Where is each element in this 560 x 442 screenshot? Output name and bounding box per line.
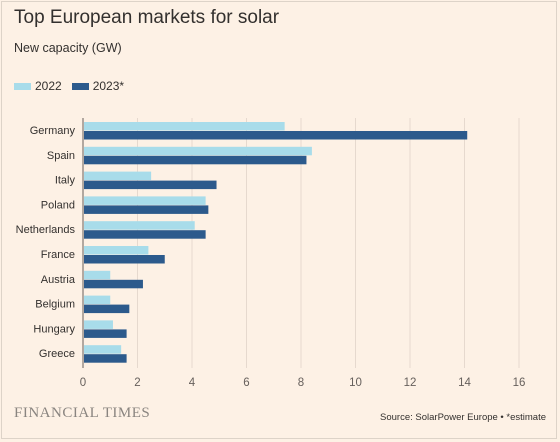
bar-2023 (84, 230, 206, 239)
legend-label-2022: 2022 (35, 79, 62, 93)
x-tick-label: 16 (513, 377, 526, 389)
bar-2023 (84, 205, 209, 214)
legend-item-2022: 2022 (14, 79, 62, 93)
legend-label-2023: 2023* (92, 79, 125, 93)
category-label: Austria (41, 274, 76, 286)
bar-2022 (84, 171, 152, 181)
x-tick-label: 0 (80, 377, 86, 389)
bar-2022 (84, 246, 149, 255)
category-label: Spain (47, 150, 75, 162)
ft-logo: FINANCIAL TIMES (14, 405, 151, 421)
chart-title: Top European markets for solar (14, 7, 280, 28)
legend-item-2023: 2023* (71, 79, 125, 93)
category-label: Germany (30, 125, 76, 137)
bar-2023 (84, 255, 165, 264)
bar-2022 (84, 320, 113, 329)
bar-2023 (84, 329, 127, 338)
category-label: Belgium (35, 299, 75, 311)
category-label: Italy (55, 175, 76, 187)
bar-2022 (84, 196, 206, 205)
category-label: Netherlands (16, 224, 76, 236)
legend-swatch-2022 (14, 82, 31, 90)
category-label: Hungary (33, 323, 75, 335)
bar-2023 (84, 155, 307, 165)
bar-2022 (84, 270, 111, 280)
bar-2023 (84, 279, 143, 289)
x-tick-label: 6 (243, 377, 249, 389)
bar-2023 (84, 131, 468, 140)
category-label: Poland (41, 199, 75, 211)
x-tick-label: 10 (349, 377, 362, 389)
x-tick-label: 14 (458, 377, 471, 389)
category-label: France (41, 249, 75, 261)
source-note: Source: SolarPower Europe • *estimate (380, 412, 546, 423)
bar-2022 (84, 345, 122, 354)
x-tick-label: 12 (404, 377, 417, 389)
bar-2022 (84, 146, 312, 156)
bar-2023 (84, 354, 127, 363)
bar-2022 (84, 295, 111, 305)
chart-subtitle: New capacity (GW) (14, 41, 122, 55)
bar-2023 (84, 180, 217, 190)
bar-2022 (84, 221, 195, 230)
legend-swatch-2023 (71, 82, 89, 90)
chart-legend: 2022 2023* (14, 79, 134, 93)
x-tick-label: 2 (134, 377, 140, 389)
x-tick-label: 8 (298, 377, 304, 389)
category-label: Greece (39, 348, 75, 360)
bar-2023 (84, 304, 130, 314)
bar-2022 (84, 122, 285, 131)
x-tick-label: 4 (189, 377, 196, 389)
